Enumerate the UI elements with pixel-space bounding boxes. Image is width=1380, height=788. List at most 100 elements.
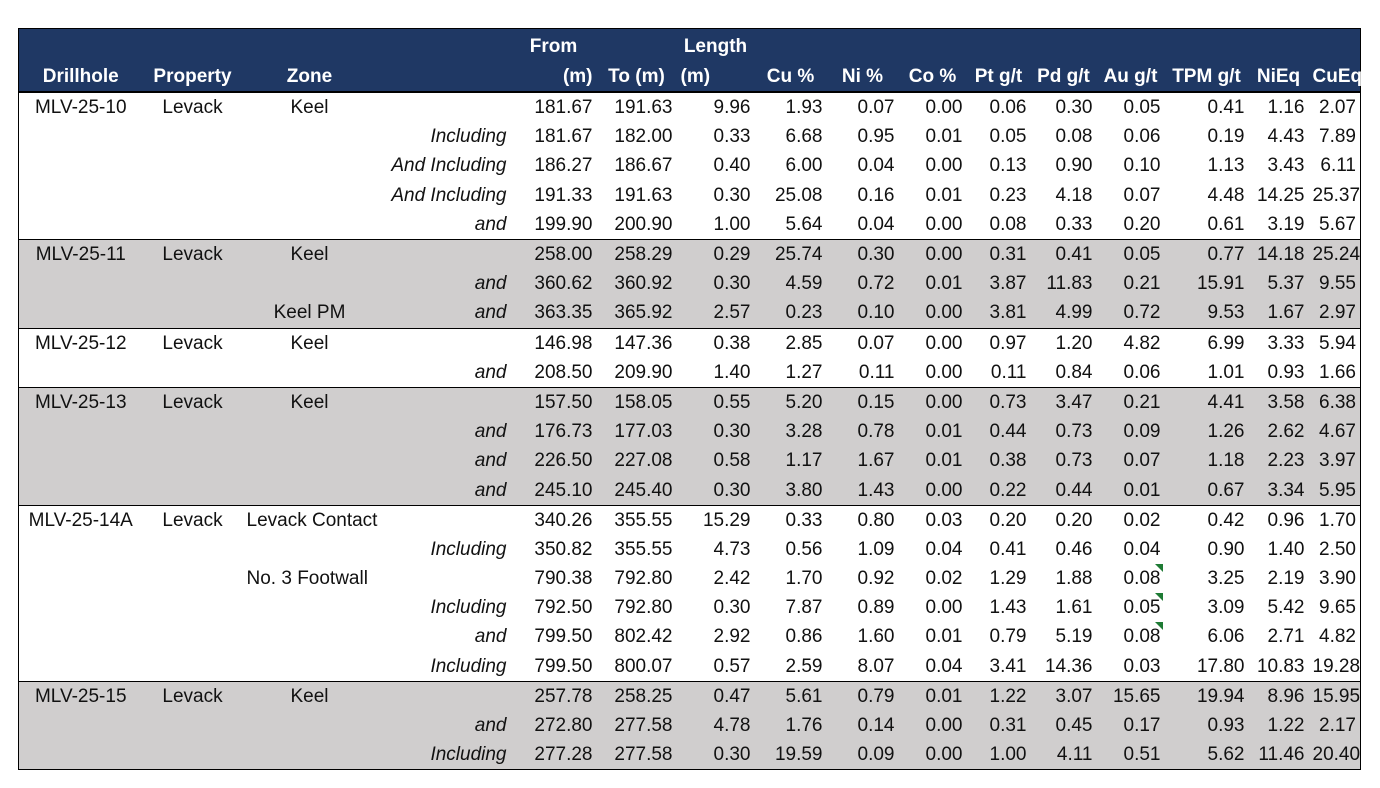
cell-zone: Keel bbox=[242, 92, 377, 123]
cell-cu: 3.28 bbox=[754, 417, 827, 447]
cell-cueq: 5.67 bbox=[1308, 209, 1361, 240]
cell-from: 199.90 bbox=[510, 209, 597, 240]
cell-drillhole: MLV-25-15 bbox=[18, 681, 143, 711]
cell-property bbox=[142, 710, 243, 741]
cell-drillhole bbox=[18, 710, 143, 741]
header-qualifier bbox=[376, 61, 511, 92]
cell-tpm: 1.26 bbox=[1164, 417, 1249, 447]
cell-pd: 4.18 bbox=[1030, 180, 1097, 210]
cell-property: Levack bbox=[142, 681, 243, 711]
cell-pt: 0.05 bbox=[966, 122, 1031, 152]
cell-nieq: 5.37 bbox=[1248, 269, 1309, 299]
cell-zone: Keel bbox=[242, 328, 377, 358]
table-row: Including 799.50 800.07 0.57 2.59 8.07 0.04 3.4… bbox=[18, 651, 1361, 682]
cell-nieq: 2.23 bbox=[1248, 446, 1309, 476]
cell-tpm: 0.93 bbox=[1164, 710, 1249, 741]
cell-tpm: 1.13 bbox=[1164, 151, 1249, 181]
cell-drillhole: MLV-25-10 bbox=[18, 92, 143, 123]
cell-zone: Keel bbox=[242, 387, 377, 418]
cell-zone bbox=[242, 417, 377, 447]
cell-co: 0.04 bbox=[898, 651, 967, 682]
cell-co: 0.01 bbox=[898, 446, 967, 476]
header-pt: Pt g/t bbox=[966, 61, 1031, 92]
cell-to: 245.40 bbox=[596, 475, 677, 506]
cell-property bbox=[142, 740, 243, 770]
cell-length: 4.73 bbox=[676, 534, 755, 564]
cell-au: 0.02 bbox=[1096, 505, 1165, 535]
table-row: And Including 186.27 186.67 0.40 6.00 0.04 0.0… bbox=[18, 151, 1361, 181]
cell-pd: 1.20 bbox=[1030, 328, 1097, 358]
cell-drillhole bbox=[18, 209, 143, 240]
table-row: and 208.50 209.90 1.40 1.27 0.11 0.00 0.11 0.84 0… bbox=[18, 357, 1361, 388]
cell-co: 0.01 bbox=[898, 180, 967, 210]
cell-length: 0.30 bbox=[676, 180, 755, 210]
header-empty bbox=[1164, 28, 1249, 61]
cell-qualifier bbox=[376, 564, 511, 594]
results-table-wrapper: From Length Drillhole Property Zone (m) bbox=[18, 28, 1362, 771]
cell-ni: 1.60 bbox=[826, 622, 899, 652]
cell-qualifier: And Including bbox=[376, 151, 511, 181]
cell-nieq: 14.18 bbox=[1248, 239, 1309, 270]
cell-from: 176.73 bbox=[510, 417, 597, 447]
cell-pt: 1.43 bbox=[966, 593, 1031, 623]
cell-cueq: 3.90 bbox=[1308, 564, 1361, 594]
cell-length: 0.30 bbox=[676, 740, 755, 770]
cell-tpm: 4.41 bbox=[1164, 387, 1249, 418]
cell-au: 0.06 bbox=[1096, 122, 1165, 152]
cell-nieq: 11.46 bbox=[1248, 740, 1309, 770]
cell-co: 0.00 bbox=[898, 710, 967, 741]
cell-property bbox=[142, 180, 243, 210]
cell-cueq: 4.82 bbox=[1308, 622, 1361, 652]
cell-pd: 3.07 bbox=[1030, 681, 1097, 711]
cell-tpm: 5.62 bbox=[1164, 740, 1249, 770]
header-property: Property bbox=[142, 61, 243, 92]
header-cueq: CuEq bbox=[1308, 61, 1362, 92]
cell-co: 0.04 bbox=[898, 534, 967, 564]
cell-pt: 0.06 bbox=[966, 92, 1031, 123]
cell-length: 0.58 bbox=[676, 446, 755, 476]
cell-au: 0.51 bbox=[1096, 740, 1165, 770]
cell-pd: 0.20 bbox=[1030, 505, 1097, 535]
cell-ni: 8.07 bbox=[826, 651, 899, 682]
cell-from: 272.80 bbox=[510, 710, 597, 741]
cell-to: 802.42 bbox=[596, 622, 677, 652]
cell-qualifier: and bbox=[376, 475, 511, 506]
cell-au: 15.65 bbox=[1096, 681, 1165, 711]
cell-from: 258.00 bbox=[510, 239, 597, 270]
cell-ni: 0.07 bbox=[826, 92, 899, 123]
cell-cu: 0.86 bbox=[754, 622, 827, 652]
table-row: MLV-25-10 Levack Keel 181.67 191.63 9.96 1.93 0… bbox=[18, 92, 1361, 123]
header-length-top: Length bbox=[676, 28, 755, 61]
cell-co: 0.00 bbox=[898, 209, 967, 240]
cell-nieq: 4.43 bbox=[1248, 122, 1309, 152]
cell-length: 0.55 bbox=[676, 387, 755, 418]
cell-length: 1.40 bbox=[676, 357, 755, 388]
cell-drillhole bbox=[18, 593, 143, 623]
cell-qualifier: Including bbox=[376, 534, 511, 564]
cell-nieq: 14.25 bbox=[1248, 180, 1309, 210]
cell-property bbox=[142, 593, 243, 623]
cell-zone bbox=[242, 122, 377, 152]
cell-drillhole bbox=[18, 740, 143, 770]
cell-au: 0.07 bbox=[1096, 180, 1165, 210]
cell-nieq: 2.62 bbox=[1248, 417, 1309, 447]
cell-from: 257.78 bbox=[510, 681, 597, 711]
cell-ni: 1.67 bbox=[826, 446, 899, 476]
cell-property bbox=[142, 564, 243, 594]
cell-qualifier bbox=[376, 681, 511, 711]
cell-drillhole bbox=[18, 122, 143, 152]
cell-au: 0.06 bbox=[1096, 357, 1165, 388]
cell-tpm: 17.80 bbox=[1164, 651, 1249, 682]
cell-property bbox=[142, 534, 243, 564]
table-row: and 272.80 277.58 4.78 1.76 0.14 0.00 0.31 0.45 0… bbox=[18, 710, 1361, 741]
cell-co: 0.01 bbox=[898, 622, 967, 652]
cell-from: 186.27 bbox=[510, 151, 597, 181]
drillhole-group: MLV-25-15 Levack Keel 257.78 258.25 0.47 5.61 0… bbox=[18, 681, 1361, 770]
cell-co: 0.01 bbox=[898, 122, 967, 152]
header-from-top: From bbox=[510, 28, 597, 61]
cell-au: 0.21 bbox=[1096, 387, 1165, 418]
cell-tpm: 19.94 bbox=[1164, 681, 1249, 711]
cell-pt: 0.41 bbox=[966, 534, 1031, 564]
table-header: From Length Drillhole Property Zone (m) bbox=[18, 28, 1362, 92]
cell-nieq: 3.43 bbox=[1248, 151, 1309, 181]
